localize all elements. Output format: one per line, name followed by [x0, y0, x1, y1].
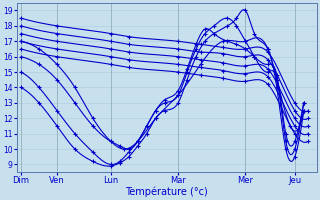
X-axis label: Température (°c): Température (°c) — [125, 187, 208, 197]
